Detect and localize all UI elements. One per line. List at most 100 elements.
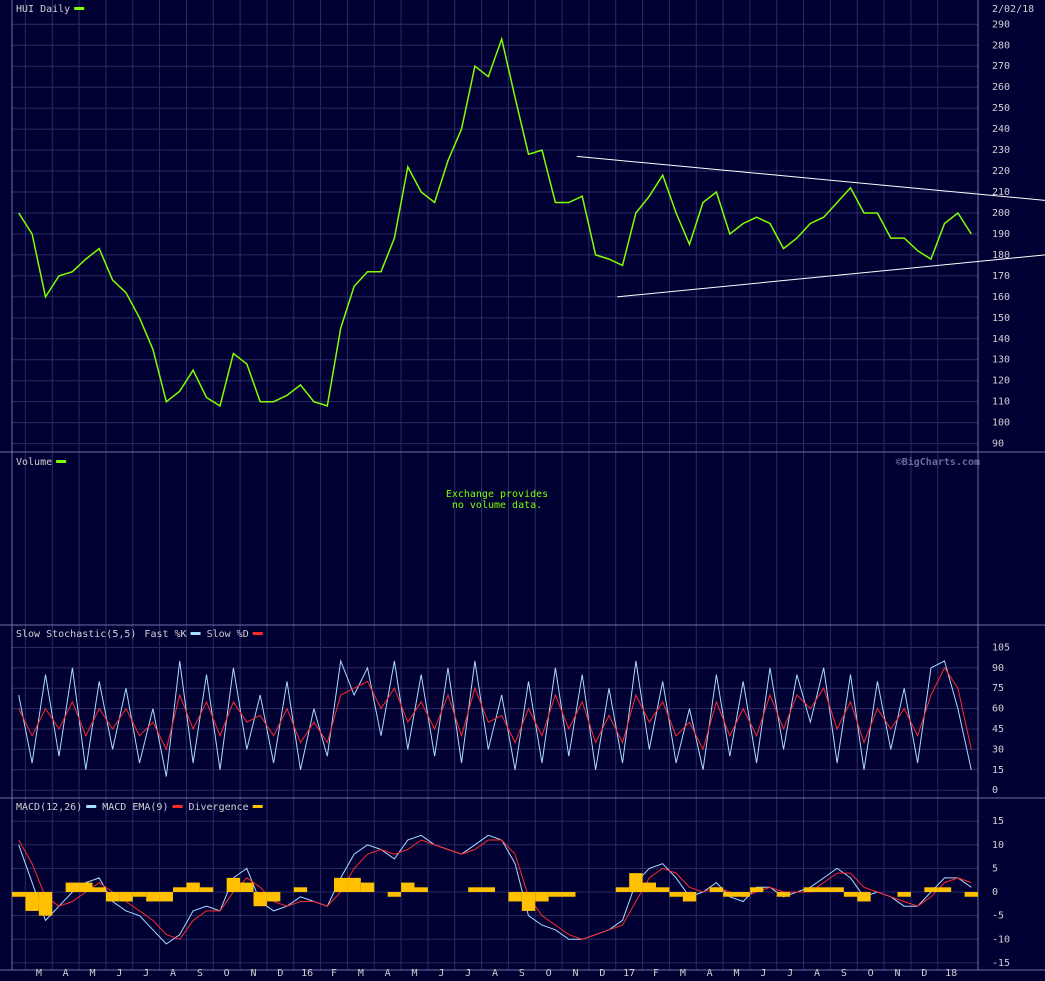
divergence-bar <box>173 887 187 893</box>
divergence-bar <box>817 887 831 893</box>
divergence-bar <box>25 892 39 911</box>
y-tick-label: 45 <box>992 724 1004 735</box>
y-tick-label: -5 <box>992 911 1004 922</box>
y-tick-label: -10 <box>992 934 1010 945</box>
divergence-bar <box>159 892 173 902</box>
divergence-bar <box>843 892 858 897</box>
divergence-bar <box>347 877 361 893</box>
legend-label: Slow %D <box>207 629 249 640</box>
legend-swatch <box>56 460 67 463</box>
y-tick-label: 100 <box>992 418 1010 429</box>
divergence-bar <box>199 887 214 893</box>
divergence-bar <box>964 892 978 897</box>
x-tick-label: F <box>653 968 659 979</box>
divergence-bar <box>146 892 160 902</box>
y-tick-label: 190 <box>992 229 1010 240</box>
y-tick-label: 0 <box>992 785 998 796</box>
x-tick-label: 16 <box>301 968 313 979</box>
y-tick-label: 290 <box>992 19 1010 30</box>
y-tick-label: 90 <box>992 663 1004 674</box>
divergence-bar <box>334 877 348 893</box>
x-tick-label: A <box>385 968 391 979</box>
x-tick-label: O <box>868 968 874 979</box>
divergence-bar <box>924 887 938 893</box>
date-label: 2/02/18 <box>992 4 1034 15</box>
x-tick-label: A <box>170 968 176 979</box>
y-tick-label: 240 <box>992 124 1010 135</box>
divergence-bar <box>79 882 93 893</box>
divergence-bar <box>535 892 549 902</box>
divergence-bar <box>253 892 267 907</box>
x-tick-label: J <box>116 968 122 979</box>
x-tick-label: A <box>814 968 820 979</box>
legend-label: MACD(12,26) <box>16 802 82 813</box>
y-tick-label: 5 <box>992 863 998 874</box>
y-tick-label: 180 <box>992 250 1010 261</box>
note: Exchange provides <box>446 489 548 500</box>
x-tick-label: N <box>250 968 256 979</box>
divergence-bar <box>857 892 871 902</box>
divergence-bar <box>937 887 952 893</box>
legend-label: HUI Daily <box>16 4 70 15</box>
y-tick-label: 210 <box>992 187 1010 198</box>
y-tick-label: 120 <box>992 376 1010 387</box>
x-tick-label: S <box>841 968 847 979</box>
legend-swatch <box>86 805 97 808</box>
legend-label: Fast %K <box>144 629 186 640</box>
grid-layer <box>12 0 978 970</box>
divergence-bar <box>186 882 200 893</box>
divergence-bar <box>656 887 670 893</box>
x-tick-label: O <box>546 968 552 979</box>
legend-swatch <box>190 632 201 635</box>
legend-swatch <box>172 805 183 808</box>
trendline <box>617 254 1045 298</box>
x-tick-label: M <box>36 968 42 979</box>
y-tick-label: 170 <box>992 271 1010 282</box>
legend-label: MACD EMA(9) <box>102 802 168 813</box>
y-tick-label: 130 <box>992 355 1010 366</box>
divergence-bar <box>92 887 106 893</box>
legend-swatch <box>252 805 263 808</box>
divergence-bar <box>723 892 737 897</box>
divergence-bar <box>830 887 844 893</box>
x-tick-label: D <box>599 968 605 979</box>
x-tick-label: S <box>519 968 525 979</box>
legend-label: Divergence <box>188 802 248 813</box>
y-tick-label: 270 <box>992 61 1010 72</box>
legend-swatch <box>74 7 85 10</box>
y-tick-label: 0 <box>992 887 998 898</box>
divergence-bar <box>293 887 308 893</box>
y-tick-label: 220 <box>992 166 1010 177</box>
divergence-bar <box>749 887 764 893</box>
divergence-bar <box>776 892 791 897</box>
y-tick-label: 90 <box>992 439 1004 450</box>
divergence-bar <box>414 887 428 893</box>
divergence-bar <box>401 882 415 893</box>
legend-swatch <box>252 632 263 635</box>
divergence-bar <box>521 892 536 911</box>
x-tick-label: A <box>63 968 69 979</box>
x-tick-label: J <box>143 968 149 979</box>
x-tick-label: N <box>894 968 900 979</box>
x-tick-label: J <box>438 968 444 979</box>
x-tick-label: A <box>707 968 713 979</box>
divergence-bar <box>669 892 683 897</box>
series-line <box>18 834 972 945</box>
divergence-bar <box>119 892 133 902</box>
y-tick-label: -15 <box>992 958 1010 969</box>
trendline <box>576 155 1045 201</box>
divergence-bar <box>508 892 522 902</box>
divergence-bar <box>897 892 911 897</box>
divergence-bar <box>615 887 630 893</box>
divergence-bar <box>12 892 26 897</box>
y-tick-label: 75 <box>992 683 1004 694</box>
divergence-bar <box>548 892 563 897</box>
credit: ©BigCharts.com <box>896 456 980 468</box>
divergence-bar <box>266 892 281 902</box>
y-tick-label: 105 <box>992 642 1010 653</box>
x-tick-label: M <box>89 968 95 979</box>
x-tick-label: J <box>465 968 471 979</box>
note: no volume data. <box>452 500 542 511</box>
